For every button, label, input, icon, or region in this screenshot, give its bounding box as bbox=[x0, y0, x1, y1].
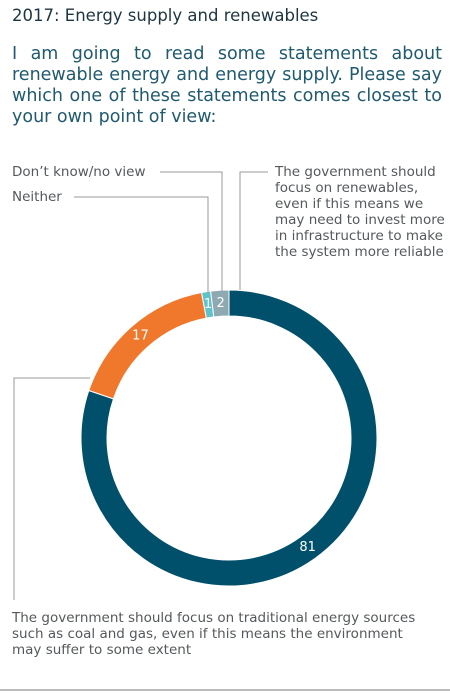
chart-subtitle: I am going to read some statements about… bbox=[12, 44, 442, 127]
value-label: 1 bbox=[204, 297, 212, 312]
value-label: 81 bbox=[299, 540, 316, 555]
chart-title: 2017: Energy supply and renewables bbox=[12, 6, 319, 25]
donut-segment bbox=[210, 289, 230, 318]
leader-line bbox=[74, 196, 209, 293]
category-label: The government should focus on renewable… bbox=[275, 164, 445, 260]
value-label: 17 bbox=[132, 329, 149, 344]
donut-segment bbox=[88, 291, 207, 400]
category-label: Don’t know/no view bbox=[12, 164, 152, 180]
leader-line bbox=[160, 171, 223, 291]
bottom-rule bbox=[0, 689, 450, 691]
donut-segment bbox=[80, 289, 378, 587]
value-label: 2 bbox=[216, 296, 224, 311]
category-label: Neither bbox=[12, 189, 68, 205]
leader-line bbox=[239, 171, 268, 290]
category-label: The government should focus on tradition… bbox=[12, 610, 416, 658]
leader-line bbox=[13, 377, 90, 600]
